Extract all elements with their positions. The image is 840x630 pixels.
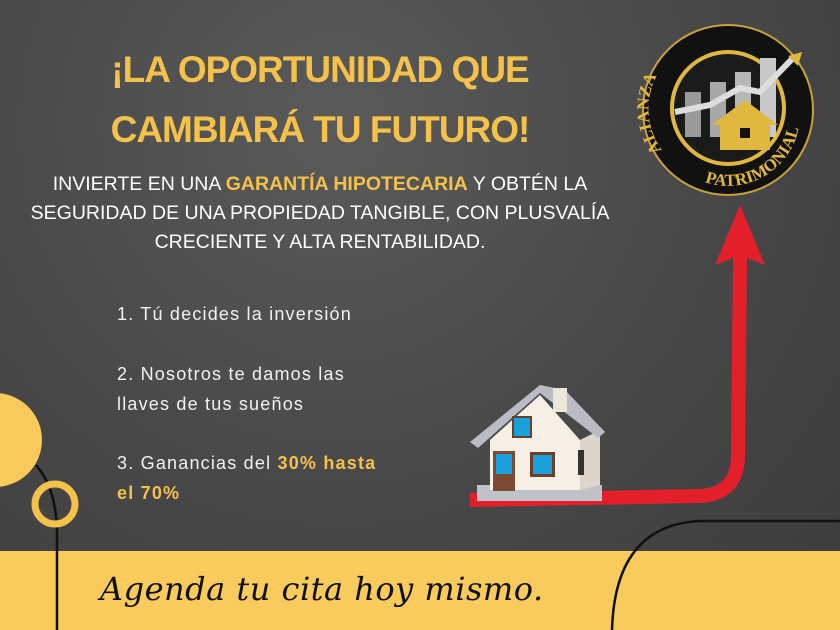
arrowhead	[715, 205, 765, 265]
cta-band	[0, 551, 840, 630]
headline: ¡LA OPORTUNIDAD QUE CAMBIARÁ TU FUTURO!	[0, 40, 640, 160]
subtitle-text: Y OBTÉN LA	[467, 173, 588, 195]
yellow-ring	[31, 480, 79, 528]
step-2-line-2: llaves de tus sueños	[117, 394, 305, 414]
step-2: 2. Nosotros te damos las llaves de tus s…	[117, 359, 345, 419]
red-growth-arrow	[469, 254, 747, 507]
black-curve-line-right	[610, 519, 840, 630]
headline-line-2: CAMBIARÁ TU FUTURO!	[110, 109, 531, 150]
step-3-highlight: 30% hasta	[277, 453, 377, 473]
headline-line-1: ¡LA OPORTUNIDAD QUE	[111, 49, 529, 90]
subtitle: INVIERTE EN UNA GARANTÍA HIPOTECARIA Y O…	[20, 170, 620, 257]
cta-text: Agenda tu cita hoy mismo.	[100, 570, 544, 608]
black-curve-line-left	[35, 464, 59, 630]
subtitle-line-3: CRECIENTE Y ALTA RENTABILIDAD.	[154, 231, 486, 253]
step-1: 1. Tú decides la inversión	[117, 304, 352, 324]
step-3-highlight-2: el 70%	[117, 483, 181, 503]
step-3: 3. Ganancias del 30% hasta el 70%	[117, 448, 376, 508]
yellow-half-circle	[0, 393, 42, 487]
step-2-line-1: 2. Nosotros te damos las	[117, 364, 345, 384]
step-3-text: 3. Ganancias del	[117, 453, 278, 473]
subtitle-text: INVIERTE EN UNA	[52, 173, 226, 195]
subtitle-line-2: SEGURIDAD DE UNA PROPIEDAD TANGIBLE, CON…	[30, 202, 610, 224]
subtitle-highlight: GARANTÍA HIPOTECARIA	[225, 173, 468, 195]
